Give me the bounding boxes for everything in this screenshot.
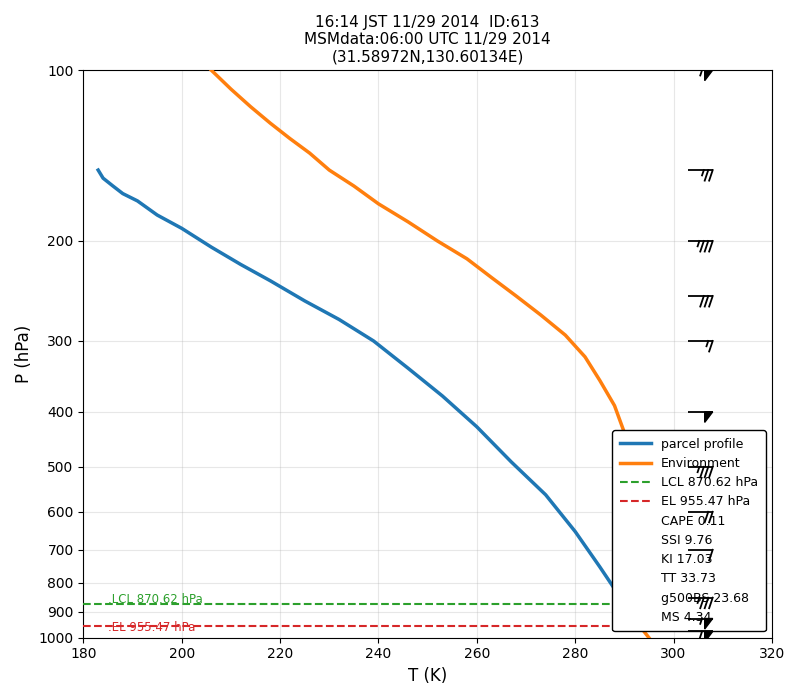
parcel profile xyxy=(369,337,378,345)
Environment xyxy=(644,634,654,642)
Environment xyxy=(433,237,442,245)
parcel profile xyxy=(619,599,629,608)
parcel profile xyxy=(472,423,482,431)
Legend: parcel profile, Environment, LCL 870.62 hPa, EL 955.47 hPa, CAPE 0.11, SSI 9.76,: parcel profile, Environment, LCL 870.62 … xyxy=(612,430,766,631)
Environment xyxy=(305,149,314,158)
Polygon shape xyxy=(705,70,713,80)
Environment xyxy=(630,584,639,593)
Y-axis label: P (hPa): P (hPa) xyxy=(15,325,33,383)
Environment xyxy=(630,524,639,532)
Environment xyxy=(634,605,644,613)
Polygon shape xyxy=(705,619,713,629)
parcel profile xyxy=(98,174,108,183)
parcel profile xyxy=(334,315,344,323)
Environment xyxy=(226,85,236,93)
Environment xyxy=(634,621,644,629)
Environment xyxy=(630,556,639,564)
Environment xyxy=(349,182,358,190)
Environment xyxy=(561,331,570,340)
Line: parcel profile: parcel profile xyxy=(98,170,624,603)
Title: 16:14 JST 11/29 2014  ID:613
MSMdata:06:00 UTC 11/29 2014
(31.58972N,130.60134E): 16:14 JST 11/29 2014 ID:613 MSMdata:06:0… xyxy=(304,15,551,65)
parcel profile xyxy=(266,276,275,285)
Text: .LCL 870.62 hPa: .LCL 870.62 hPa xyxy=(108,593,202,606)
parcel profile xyxy=(506,458,516,466)
Environment xyxy=(403,218,413,226)
parcel profile xyxy=(108,182,118,190)
Environment xyxy=(639,627,649,636)
parcel profile xyxy=(133,197,142,205)
Line: Environment: Environment xyxy=(211,70,649,638)
Polygon shape xyxy=(705,412,713,422)
Environment xyxy=(374,199,383,208)
Environment xyxy=(625,491,634,499)
Environment xyxy=(511,292,521,300)
parcel profile xyxy=(118,190,127,198)
parcel profile xyxy=(403,364,413,372)
parcel profile xyxy=(541,491,550,499)
Environment xyxy=(462,255,472,263)
X-axis label: T (K): T (K) xyxy=(408,667,447,685)
Environment xyxy=(536,311,546,319)
parcel profile xyxy=(610,584,619,593)
parcel profile xyxy=(300,297,310,305)
parcel profile xyxy=(236,260,246,269)
parcel profile xyxy=(206,243,216,251)
parcel profile xyxy=(438,392,447,400)
Environment xyxy=(619,428,629,437)
Environment xyxy=(266,119,275,127)
Environment xyxy=(285,134,294,143)
Environment xyxy=(246,102,255,111)
Environment xyxy=(325,166,334,174)
Environment xyxy=(580,353,590,361)
parcel profile xyxy=(177,224,186,232)
Environment xyxy=(610,401,619,410)
Environment xyxy=(206,66,216,74)
parcel profile xyxy=(595,563,605,571)
Polygon shape xyxy=(705,631,713,642)
Environment xyxy=(625,458,634,466)
Text: .EL 955.47 hPa: .EL 955.47 hPa xyxy=(108,621,195,634)
parcel profile xyxy=(570,527,580,536)
Environment xyxy=(486,274,496,282)
Environment xyxy=(595,376,605,384)
parcel profile xyxy=(94,166,103,174)
parcel profile xyxy=(152,211,162,219)
